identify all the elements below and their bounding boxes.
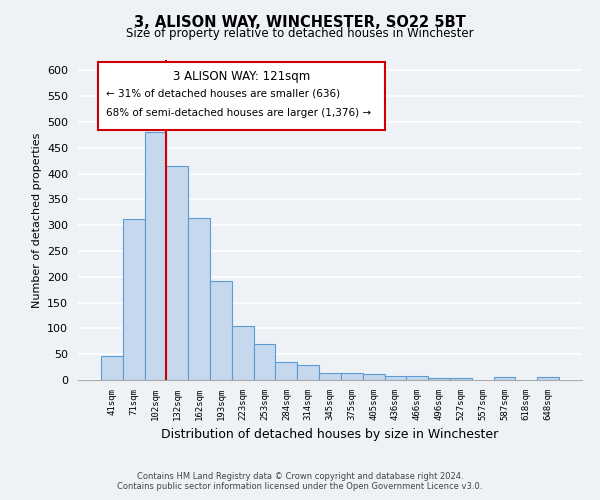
Bar — [275, 362, 297, 380]
X-axis label: Distribution of detached houses by size in Winchester: Distribution of detached houses by size … — [161, 428, 499, 441]
Bar — [450, 378, 472, 380]
Bar — [428, 378, 450, 380]
Bar — [341, 374, 363, 380]
Bar — [406, 376, 428, 380]
Bar — [188, 218, 210, 380]
Bar — [297, 364, 319, 380]
Bar — [254, 344, 275, 380]
Bar — [232, 326, 254, 380]
Y-axis label: Number of detached properties: Number of detached properties — [32, 132, 41, 308]
Bar — [363, 374, 385, 380]
Text: ← 31% of detached houses are smaller (636): ← 31% of detached houses are smaller (63… — [106, 89, 340, 99]
Bar — [210, 281, 232, 380]
Text: 68% of semi-detached houses are larger (1,376) →: 68% of semi-detached houses are larger (… — [106, 108, 371, 118]
Bar — [319, 374, 341, 380]
FancyBboxPatch shape — [98, 62, 385, 130]
Bar — [101, 356, 123, 380]
Bar — [494, 378, 515, 380]
Text: 3, ALISON WAY, WINCHESTER, SO22 5BT: 3, ALISON WAY, WINCHESTER, SO22 5BT — [134, 15, 466, 30]
Text: Contains HM Land Registry data © Crown copyright and database right 2024.
Contai: Contains HM Land Registry data © Crown c… — [118, 472, 482, 491]
Text: 3 ALISON WAY: 121sqm: 3 ALISON WAY: 121sqm — [173, 70, 310, 82]
Bar — [145, 132, 166, 380]
Bar — [166, 166, 188, 380]
Text: Size of property relative to detached houses in Winchester: Size of property relative to detached ho… — [126, 28, 474, 40]
Bar — [123, 220, 145, 380]
Bar — [537, 378, 559, 380]
Bar — [385, 376, 406, 380]
